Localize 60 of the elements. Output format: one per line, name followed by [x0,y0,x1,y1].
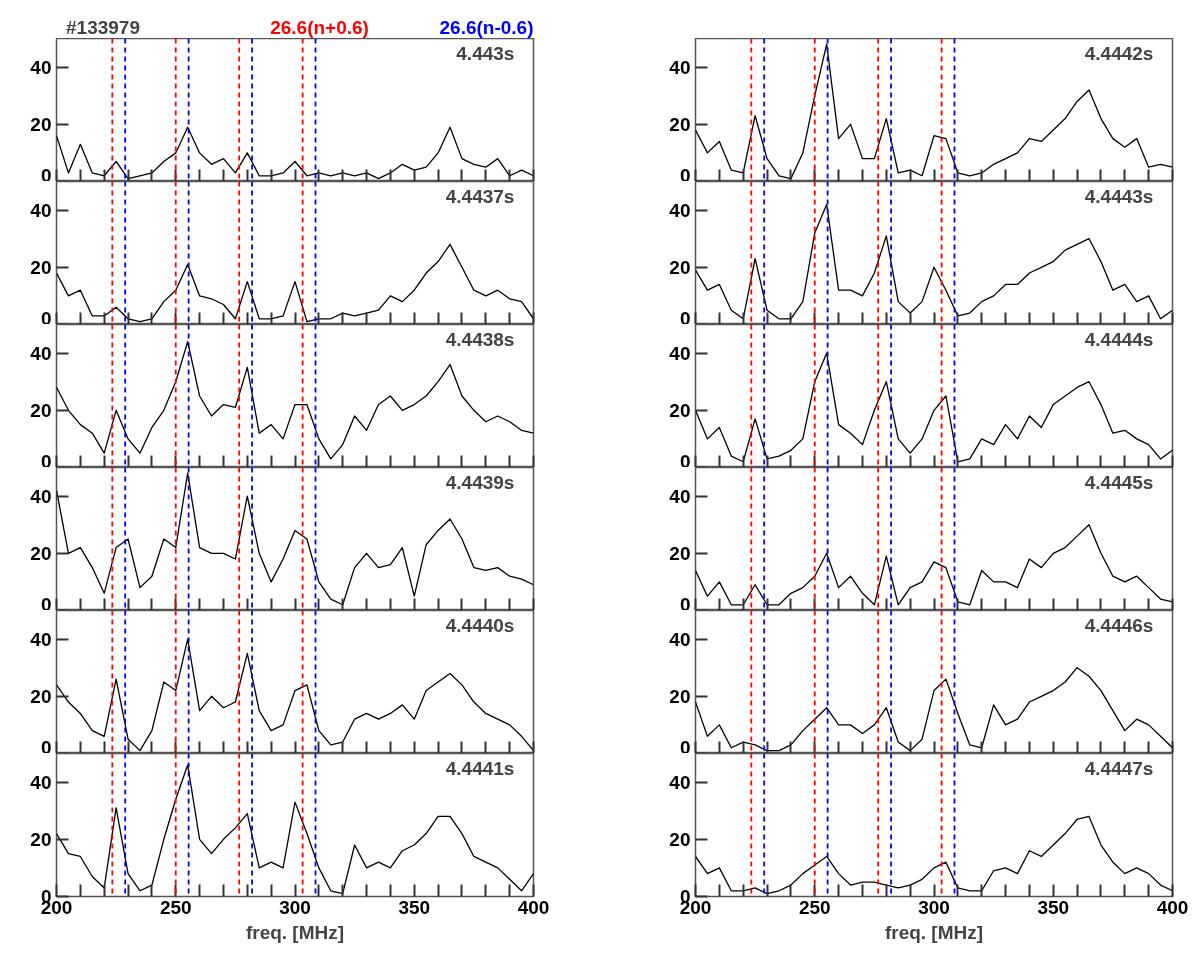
y-tick-label: 20 [669,399,691,421]
y-tick-label: 40 [669,628,691,650]
annotation: 4.4440s [445,614,515,636]
y-tick-label: 0 [679,450,691,472]
x-tick-label: 400 [517,896,550,918]
annotation: 4.443s [456,42,515,64]
annotation: 4.4443s [1084,185,1154,207]
y-tick-label: 40 [30,342,52,364]
y-tick-label: 0 [40,307,52,329]
annotation: 4.4438s [445,328,515,350]
y-tick-label: 40 [30,199,52,221]
y-tick-label: 0 [40,593,52,615]
x-axis-title: freq. [MHz] [245,921,345,943]
y-tick-label: 0 [40,736,52,758]
annotation: 4.4447s [1084,757,1154,779]
y-tick-label: 20 [30,256,52,278]
y-tick-label: 20 [669,256,691,278]
y-tick-label: 40 [669,199,691,221]
line-series [56,764,534,895]
y-tick-label: 0 [40,164,52,186]
y-tick-label: 0 [40,450,52,472]
y-tick-label: 40 [30,56,52,78]
annotation: 4.4439s [445,471,515,493]
y-tick-label: 20 [669,113,691,135]
y-tick-label: 40 [669,771,691,793]
ref-line-label: 26.6(n+0.6) [270,16,369,38]
y-tick-label: 20 [669,685,691,707]
y-tick-label: 20 [30,113,52,135]
annotation: 4.4437s [445,185,515,207]
x-tick-label: 350 [398,896,431,918]
chart-title: #133979 [66,16,141,38]
y-tick-label: 20 [30,828,52,850]
x-tick-label: 400 [1156,896,1189,918]
x-tick-label: 350 [1037,896,1070,918]
y-tick-label: 40 [30,628,52,650]
annotation: 4.4442s [1084,42,1154,64]
x-tick-label: 250 [798,896,831,918]
x-tick-label: 300 [279,896,311,918]
y-tick-label: 40 [669,56,691,78]
annotation: 4.4441s [445,757,515,779]
y-tick-label: 20 [30,542,52,564]
x-tick-label: 300 [918,896,950,918]
x-tick-label: 250 [159,896,192,918]
annotation: 4.4445s [1084,471,1154,493]
y-tick-label: 20 [669,828,691,850]
annotation: 4.4444s [1084,328,1154,350]
y-tick-label: 20 [30,399,52,421]
y-tick-label: 0 [679,164,691,186]
annotation: 4.4446s [1084,614,1154,636]
y-tick-label: 20 [30,685,52,707]
y-tick-label: 20 [669,542,691,564]
y-tick-label: 40 [30,771,52,793]
y-tick-label: 40 [669,342,691,364]
y-tick-label: 0 [679,593,691,615]
y-tick-label: 40 [30,485,52,507]
y-tick-label: 0 [679,307,691,329]
x-axis-title: freq. [MHz] [884,921,984,943]
ref-line-label: 26.6(n-0.6) [439,16,534,38]
y-tick-label: 40 [669,485,691,507]
y-tick-label: 0 [679,736,691,758]
